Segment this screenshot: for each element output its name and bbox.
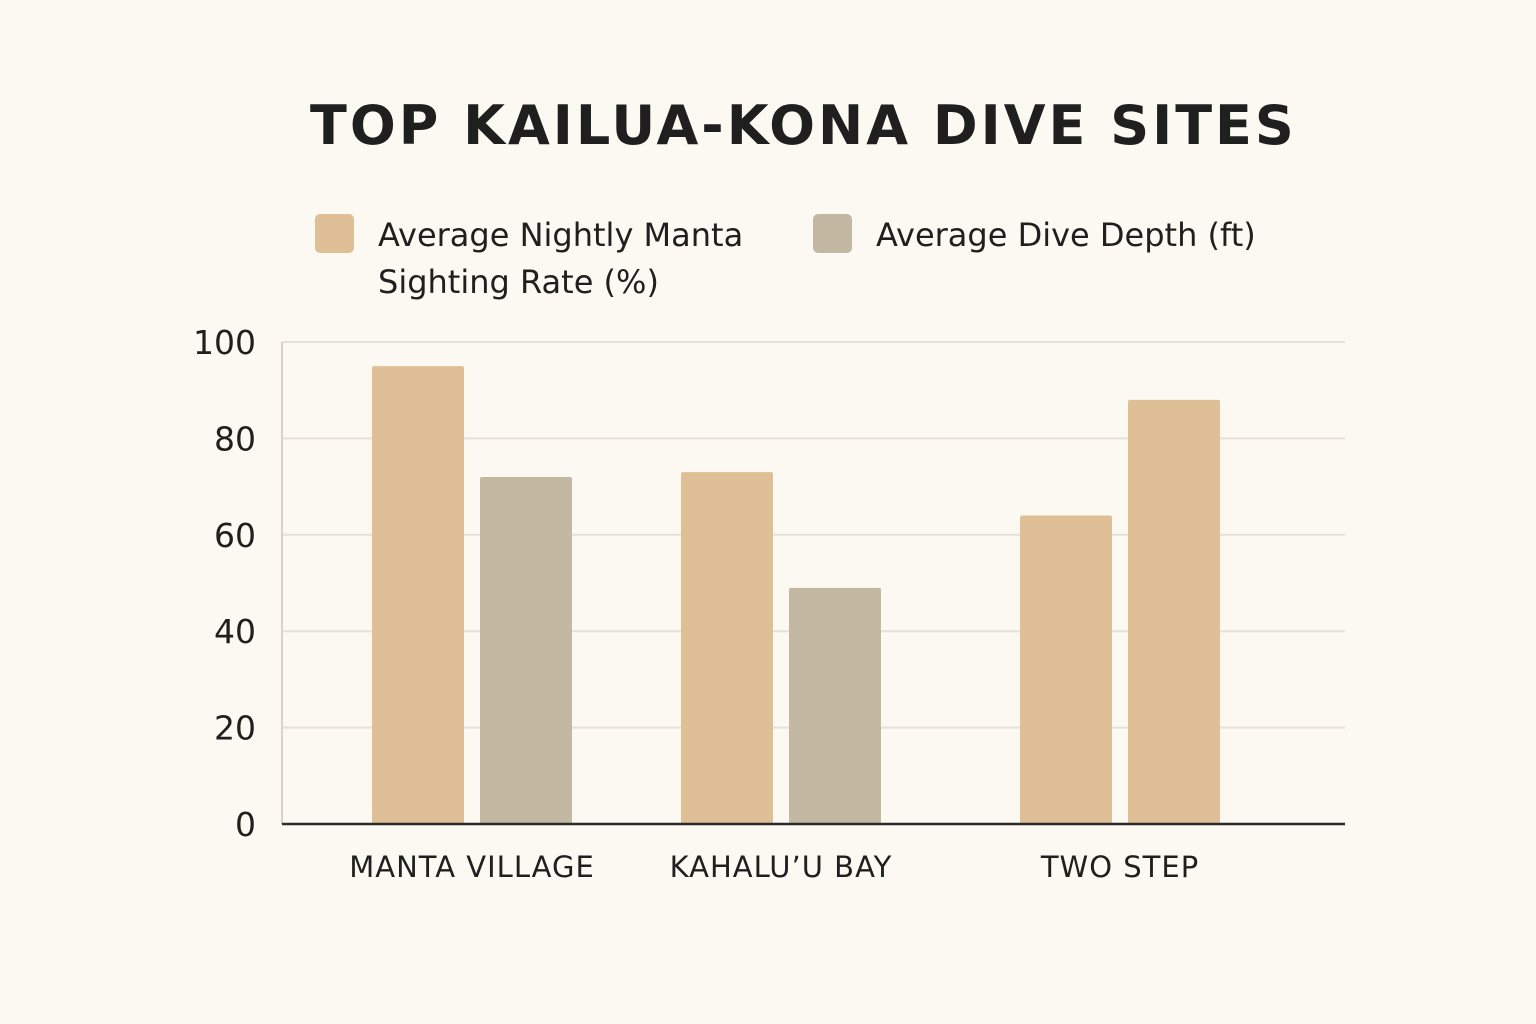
chart-title: TOP KAILUA-KONA DIVE SITES [310, 94, 1297, 157]
y-tick-label-40: 40 [214, 612, 256, 651]
legend-swatch-dive-depth [813, 214, 852, 253]
bar-kahalu-u-bay-series-2 [789, 587, 881, 824]
bar-manta-village-series-2 [480, 476, 572, 824]
bar-kahalu-u-bay-series-1 [681, 472, 773, 824]
x-tick-label-kahalu-u-bay: KAHALU’U BAY [670, 850, 893, 884]
legend-label-manta-sighting-rate: Average Nightly Manta Sighting Rate (%) [378, 216, 744, 301]
y-tick-label-60: 60 [214, 516, 256, 555]
x-tick-label-two-step: TWO STEP [1040, 850, 1199, 884]
y-tick-label-100: 100 [193, 323, 256, 362]
legend-label-dive-depth: Average Dive Depth (ft) [876, 216, 1256, 254]
y-tick-label-0: 0 [235, 805, 256, 844]
bar-two-step-series-1 [1020, 515, 1112, 824]
bar-manta-village-series-1 [372, 366, 464, 824]
bar-two-step-series-2 [1128, 399, 1220, 824]
y-tick-label-80: 80 [214, 419, 256, 458]
legend-swatch-manta-sighting-rate [315, 214, 354, 253]
x-tick-label-manta-village: MANTA VILLAGE [349, 850, 595, 884]
y-tick-label-20: 20 [214, 709, 256, 748]
